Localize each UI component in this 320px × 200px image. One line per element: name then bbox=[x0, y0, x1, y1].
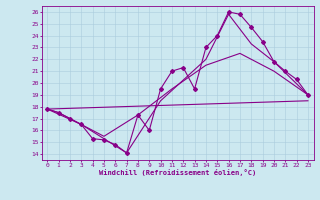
X-axis label: Windchill (Refroidissement éolien,°C): Windchill (Refroidissement éolien,°C) bbox=[99, 169, 256, 176]
